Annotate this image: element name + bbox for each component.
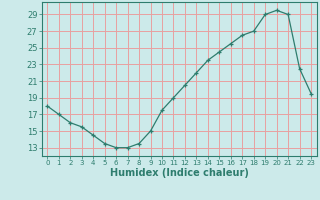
X-axis label: Humidex (Indice chaleur): Humidex (Indice chaleur) (110, 168, 249, 178)
